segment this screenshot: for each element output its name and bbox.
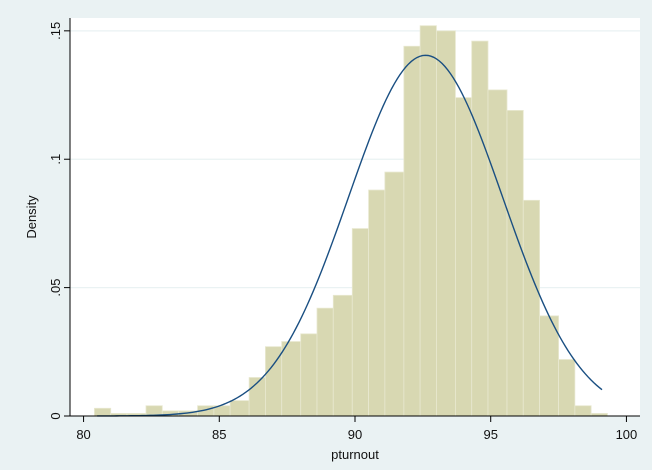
histogram-bar-0	[94, 407, 112, 417]
y-tick-label-2: .1	[48, 154, 63, 165]
x-tick-label-0: 80	[76, 427, 90, 442]
plot-area: 0 .05 .1 .15 80 85 90 95 100	[48, 18, 640, 442]
histogram-bar-23	[487, 89, 508, 417]
histogram-bar-12	[300, 333, 318, 417]
y-axis-title: Density	[24, 195, 39, 239]
y-tick-label-0: 0	[48, 412, 63, 419]
normal-density-curve	[97, 54, 603, 417]
histogram-bar-17	[384, 171, 405, 417]
histogram-bar-22	[471, 40, 489, 417]
histogram-bar-28	[574, 405, 592, 417]
x-tick-label-1: 85	[212, 427, 226, 442]
histogram-bar-11	[281, 341, 302, 417]
x-tick-label-3: 95	[483, 427, 497, 442]
histogram-bar-16	[368, 189, 386, 417]
x-tick-label-2: 90	[348, 427, 362, 442]
histogram-bar-25	[522, 199, 540, 417]
histogram-bar-21	[455, 97, 473, 417]
histogram-bar-18	[403, 45, 421, 417]
histogram-bar-24	[506, 110, 524, 417]
x-tick-label-4: 100	[616, 427, 638, 442]
histogram-bar-14	[332, 294, 353, 417]
histogram-bar-15	[351, 228, 369, 417]
y-tick-label-3: .15	[48, 22, 63, 40]
histogram-bar-26	[539, 315, 559, 417]
histogram-bar-20	[436, 30, 456, 417]
histogram-bar-27	[558, 359, 576, 417]
y-tick-label-1: .05	[48, 279, 63, 297]
histogram-bar-19	[419, 25, 437, 417]
x-axis-title: pturnout	[331, 447, 379, 462]
histogram-bar-13	[316, 307, 334, 417]
histogram-bar-8	[229, 400, 250, 417]
